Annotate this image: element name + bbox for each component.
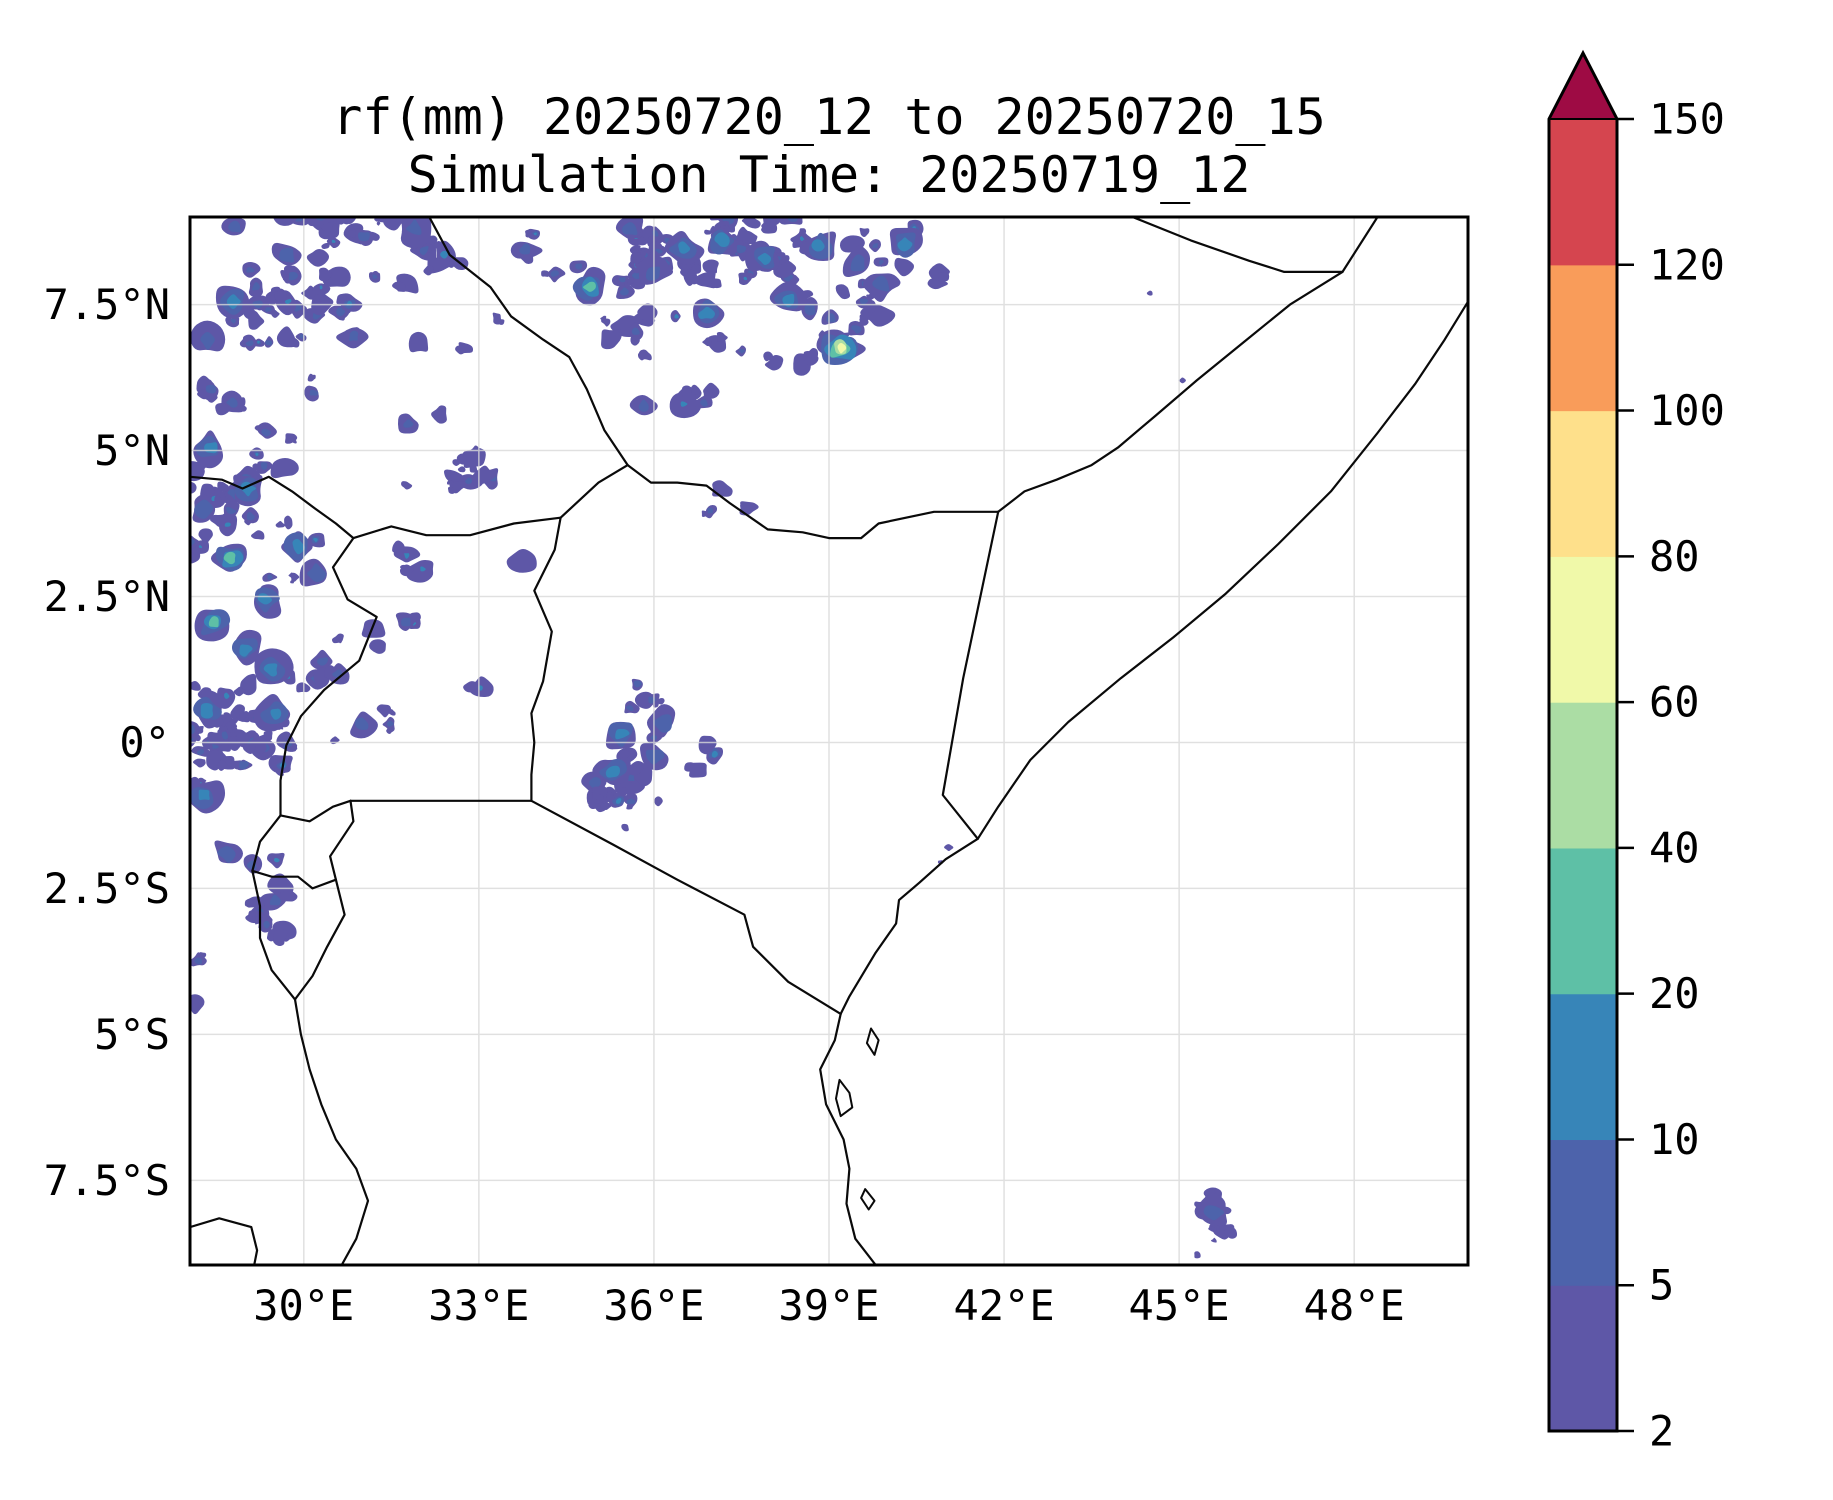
border-drc-south-sudan <box>190 475 355 540</box>
border-uganda-rwanda <box>279 799 352 823</box>
colorbar-segment <box>1549 410 1617 557</box>
rain-cluster-south-sudan-east <box>307 217 505 355</box>
rain-cluster-west-mid <box>190 375 299 537</box>
colorbar-segment <box>1549 847 1617 995</box>
colorbar-segment <box>1549 556 1617 703</box>
colorbar-segment <box>1549 1285 1617 1432</box>
x-tick-label: 39°E <box>778 1281 879 1330</box>
y-tick-label: 7.5°N <box>44 280 170 329</box>
colorbar-tick-label: 60 <box>1649 678 1700 727</box>
y-tick-label: 2.5°S <box>44 864 170 913</box>
colorbar-segment <box>1549 702 1617 849</box>
border-south-sudan-ethiopia <box>428 217 629 467</box>
x-tick-label: 42°E <box>953 1281 1054 1330</box>
x-tick-label: 30°E <box>253 1281 354 1330</box>
border-kenya-somalia <box>941 510 1000 840</box>
island-pemba <box>865 1027 880 1056</box>
rain-cluster-far-southwest <box>190 952 207 1015</box>
colorbar-tick-label: 150 <box>1649 95 1725 144</box>
x-tick-label: 33°E <box>428 1281 529 1330</box>
colorbar-tick-label: 40 <box>1649 823 1700 872</box>
border-ethiopia-somalia <box>997 217 1379 513</box>
rain-specks <box>621 290 1217 1259</box>
border-coastline <box>819 300 1468 1265</box>
y-tick-label: 5°N <box>94 426 170 475</box>
island-zanzibar <box>835 1078 854 1118</box>
border-kenya-south-sudan <box>559 464 629 519</box>
border-kenya-tanzania <box>530 799 842 1015</box>
colorbar-outline <box>1547 49 1619 1433</box>
colorbar-segment <box>1549 264 1617 412</box>
borders-layer <box>190 217 1468 1265</box>
border-uganda-south-sudan <box>352 516 562 540</box>
plot-subtitle: Simulation Time: 20250719_12 <box>407 146 1251 204</box>
plot-title: rf(mm) 20250720_12 to 20250720_15 <box>332 88 1326 146</box>
border-uganda-kenya <box>530 516 562 802</box>
colorbar-tick-label: 100 <box>1649 386 1725 435</box>
border-drc-rwanda <box>251 814 282 872</box>
rain-cluster-south-sudan-uganda <box>304 385 499 494</box>
grid-layer <box>190 217 1468 1265</box>
y-tick-label: 5°S <box>94 1010 170 1059</box>
border-ethiopia-somaliland <box>1131 217 1344 273</box>
border-drc-tanzania <box>293 998 370 1265</box>
map-frame <box>188 215 1470 1267</box>
colorbar-tick-label: 5 <box>1649 1261 1674 1310</box>
colorbar-tick-label: 80 <box>1649 532 1700 581</box>
border-drc-burundi <box>251 869 297 1001</box>
rain-layer <box>190 217 1238 1259</box>
colorbar-tick-label: 10 <box>1649 1115 1700 1164</box>
y-tick-label: 0° <box>119 718 170 767</box>
colorbar-segment <box>1549 993 1617 1141</box>
x-tick-label: 36°E <box>603 1281 704 1330</box>
y-tick-label: 2.5°N <box>44 572 170 621</box>
rain-cluster-uganda-north-sparse <box>361 540 537 654</box>
y-tick-label: 7.5°S <box>44 1156 170 1205</box>
border-drc-zambia <box>190 1217 259 1265</box>
colorbar-tick-label: 120 <box>1649 240 1725 289</box>
x-tick-label: 45°E <box>1129 1281 1230 1330</box>
colorbar-tick-label: 2 <box>1649 1407 1674 1456</box>
island-mafia <box>860 1188 876 1211</box>
colorbar-segment <box>1549 119 1617 266</box>
border-drc-uganda <box>279 537 378 817</box>
border-ethiopia-kenya <box>626 464 1000 540</box>
x-axis-labels: 30°E 33°E 36°E 39°E 42°E 45°E 48°E <box>253 1281 1405 1330</box>
x-tick-label: 48°E <box>1304 1281 1405 1330</box>
border-rwanda-burundi <box>251 869 337 890</box>
colorbar-tick-label: 20 <box>1649 969 1700 1018</box>
colorbar-over-arrow <box>1549 53 1617 119</box>
colorbar-segment <box>1549 1139 1617 1286</box>
border-rwanda-tanzania <box>329 799 355 881</box>
y-axis-labels: 7.5°N 5°N 2.5°N 0° 2.5°S 5°S 7.5°S <box>44 280 170 1205</box>
rain-cluster-uganda-south-sparse <box>350 676 494 739</box>
rain-cluster-ethiopia-south-sparse <box>629 382 720 419</box>
border-burundi-tanzania <box>293 878 346 1001</box>
rain-cluster-north-kenya-sparse <box>701 480 759 519</box>
colorbar: 2 5 10 20 40 60 80 100 120 150 <box>1547 49 1725 1456</box>
